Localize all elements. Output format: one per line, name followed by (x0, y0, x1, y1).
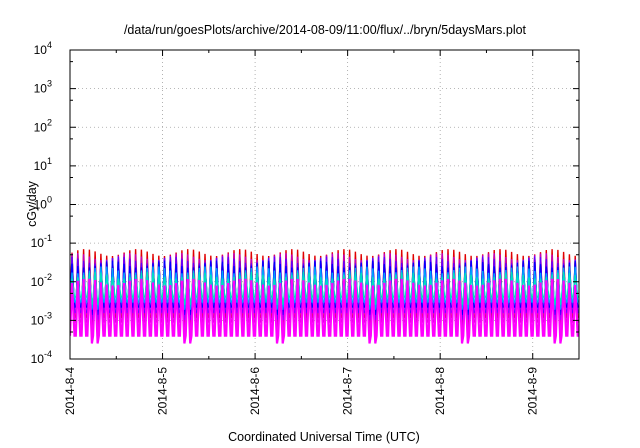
y-tick-label: 103 (34, 79, 52, 96)
y-tick-label: 100 (34, 195, 52, 212)
y-tick-label: 104 (34, 40, 52, 57)
y-tick-label: 10-3 (31, 310, 52, 327)
series-line (70, 278, 579, 344)
y-tick-label: 101 (34, 156, 52, 173)
x-tick-label: 2014-8-5 (156, 367, 170, 415)
y-tick-label: 10-1 (31, 233, 52, 250)
y-axis-label: cGy/day (25, 180, 39, 227)
series-line (70, 266, 579, 310)
x-tick-label: 2014-8-4 (63, 367, 77, 415)
series-line (70, 271, 579, 305)
x-axis-label: Coordinated Universal Time (UTC) (228, 430, 420, 444)
chart-title: /data/run/goesPlots/archive/2014-08-09/1… (124, 23, 527, 37)
y-tick-label: 102 (34, 117, 52, 134)
x-tick-label: 2014-8-9 (526, 367, 540, 415)
x-tick-label: 2014-8-6 (248, 367, 262, 415)
series-group (70, 249, 579, 344)
axes: 10-4 10-3 10-2 10-1 100 101 102 103 104 2014-8-4 2… (31, 40, 579, 415)
y-tick-label: 10-4 (31, 349, 52, 366)
x-tick-label: 2014-8-7 (341, 367, 355, 415)
x-tick-label: 2014-8-8 (433, 367, 447, 415)
y-tick-label: 10-2 (31, 272, 52, 289)
